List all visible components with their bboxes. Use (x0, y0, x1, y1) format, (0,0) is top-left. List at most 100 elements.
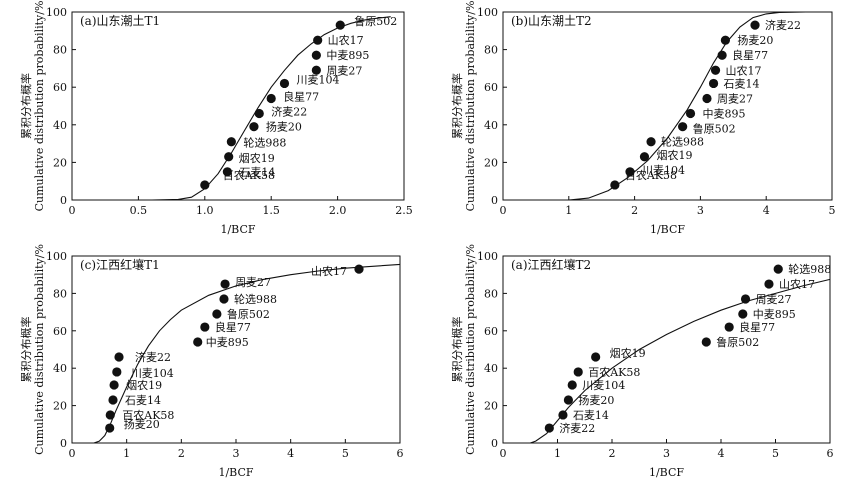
x-tick-label: 4 (287, 447, 294, 460)
x-tick-label: 4 (763, 204, 770, 217)
y-tick-label: 100 (46, 250, 67, 263)
x-tick-label: 1 (565, 204, 572, 217)
y-tick-label: 100 (477, 250, 498, 263)
data-point (311, 50, 321, 60)
y-axis-title-en: Cumulative distribution probability/% (33, 1, 46, 212)
x-tick-label: 0 (69, 447, 76, 460)
data-point-label: 轮选988 (661, 135, 704, 149)
data-point (708, 78, 719, 89)
data-point-label: 扬麦20 (578, 393, 614, 407)
data-point-label: 鲁原502 (716, 335, 759, 349)
chart-panel-2: 0 1 2 3 4 5 0 20 40 60 80 100 1/BCF 累积分布概率 Cumulative … (450, 1, 836, 236)
x-tick-label: 3 (697, 204, 704, 217)
y-axis-title-cn: 累积分布概率 (450, 73, 464, 139)
y-axis-title-en: Cumulative distribution probability/% (464, 244, 477, 455)
data-point (249, 122, 259, 132)
chart-panel-1: 0 0.5 1.0 1.5 2.0 2.5 0 20 40 60 80 100 1/BCF 累积分布概率 C… (19, 1, 413, 236)
data-point-label: 山农17 (328, 33, 364, 47)
data-point (646, 137, 656, 147)
data-point-label: 中麦895 (326, 49, 369, 62)
data-point (610, 180, 620, 190)
data-point-label: 良星77 (215, 320, 251, 334)
data-point-label: 周麦27 (235, 276, 271, 289)
fitted-cdf-curve (72, 16, 391, 201)
data-point-label: 百农AK58 (122, 408, 174, 422)
data-point (625, 167, 635, 177)
data-point (591, 352, 601, 362)
x-tick-label: 2 (609, 447, 616, 460)
x-tick-label: 2 (631, 204, 638, 217)
y-tick-label: 80 (53, 44, 67, 57)
data-point-label: 扬麦20 (737, 33, 773, 47)
data-point-label: 良星77 (739, 320, 775, 334)
data-point-label: 轮选988 (243, 136, 286, 150)
x-axis-title: 1/BCF (649, 466, 684, 479)
data-point-label: 济麦22 (559, 421, 595, 435)
data-point (717, 50, 727, 60)
data-point (558, 410, 568, 420)
panel-label: (a)江西红壤T2 (511, 257, 591, 272)
data-point-label: 川麦104 (131, 367, 174, 380)
data-point (567, 380, 577, 390)
data-point-label: 济麦22 (271, 105, 307, 119)
y-tick-label: 80 (484, 44, 498, 57)
data-point (193, 337, 203, 347)
y-axis-title-cn: 累积分布概率 (19, 317, 33, 383)
y-tick-label: 60 (484, 325, 498, 338)
data-point (105, 423, 115, 433)
x-tick-label: 0.5 (130, 204, 148, 217)
data-point-label: 济麦22 (135, 350, 171, 364)
data-point (335, 20, 345, 30)
x-tick-label: 2 (178, 447, 185, 460)
x-tick-label: 5 (829, 204, 836, 217)
data-point (279, 78, 290, 89)
x-tick-label: 5 (342, 447, 349, 460)
x-tick-label: 4 (718, 447, 725, 460)
data-point (573, 367, 583, 377)
x-tick-label: 0 (69, 204, 76, 217)
data-point (108, 395, 118, 405)
data-point (710, 65, 721, 75)
data-point (685, 108, 696, 119)
data-point-label: 山农17 (311, 264, 347, 278)
panel-label: (a)山东潮土T1 (80, 13, 160, 28)
x-tick-label: 6 (827, 447, 834, 460)
data-point-label: 济麦22 (765, 18, 801, 32)
data-point (544, 423, 554, 433)
data-point (212, 309, 222, 319)
fitted-cdf-curve (503, 11, 806, 201)
plot-frame (502, 11, 833, 201)
y-tick-label: 100 (46, 6, 67, 19)
y-tick-label: 20 (53, 400, 67, 413)
data-point-label: 鲁原502 (354, 14, 397, 28)
data-point-label: 周麦27 (756, 293, 792, 306)
data-point (563, 395, 574, 405)
y-axis-title-cn: 累积分布概率 (19, 73, 33, 139)
y-axis-title-en: Cumulative distribution probability/% (33, 244, 46, 455)
panel-label: (c)江西红壤T1 (80, 257, 160, 272)
data-point-label: 山农17 (726, 63, 762, 77)
x-tick-label: 2.0 (329, 204, 347, 217)
data-point (720, 35, 731, 45)
data-point (639, 152, 650, 162)
data-point (224, 152, 234, 162)
data-point-label: 烟农19 (239, 151, 275, 165)
y-tick-label: 60 (484, 81, 498, 94)
y-tick-label: 40 (53, 362, 67, 375)
y-axis-title-cn: 累积分布概率 (450, 317, 464, 383)
x-tick-label: 3 (233, 447, 240, 460)
data-point-label: 山农17 (779, 277, 815, 291)
data-point (724, 322, 734, 332)
data-point-label: 良星77 (283, 89, 319, 103)
data-point-label: 石麦14 (724, 77, 760, 90)
data-point-label: 中麦895 (206, 336, 249, 349)
data-point (222, 167, 232, 177)
x-axis-title: 1/BCF (218, 466, 253, 479)
x-tick-label: 1 (123, 447, 130, 460)
x-tick-label: 1.5 (262, 204, 280, 217)
data-point-label: 百农AK58 (625, 168, 677, 182)
data-point-label: 川麦104 (642, 164, 685, 177)
y-tick-label: 40 (484, 362, 498, 375)
